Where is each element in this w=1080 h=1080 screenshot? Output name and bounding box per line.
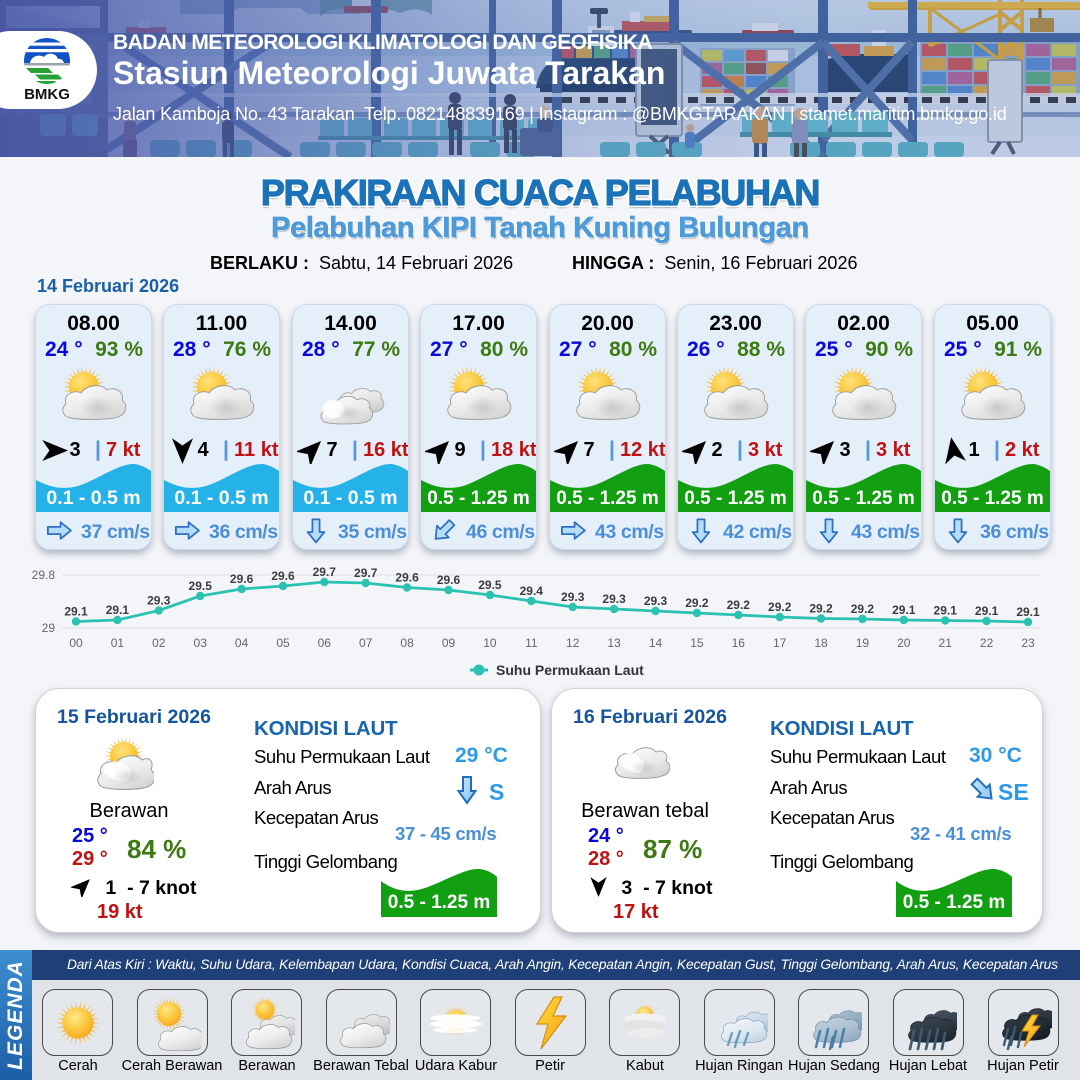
svg-text:0.5 - 1.25 m: 0.5 - 1.25 m bbox=[427, 488, 529, 509]
svg-text:29.2: 29.2 bbox=[768, 600, 792, 614]
svg-text:0.5 - 1.25 m: 0.5 - 1.25 m bbox=[684, 488, 786, 509]
svg-text:05: 05 bbox=[276, 636, 290, 650]
svg-text:15: 15 bbox=[690, 636, 704, 650]
svg-text:03: 03 bbox=[194, 636, 208, 650]
svg-text:14: 14 bbox=[649, 636, 663, 650]
svg-text:29.4: 29.4 bbox=[520, 584, 544, 598]
svg-text:11: 11 bbox=[525, 636, 538, 650]
svg-text:08: 08 bbox=[400, 636, 414, 650]
svg-text:29.3: 29.3 bbox=[602, 592, 626, 606]
svg-text:29: 29 bbox=[42, 621, 56, 635]
svg-text:19: 19 bbox=[856, 636, 870, 650]
svg-text:29.1: 29.1 bbox=[1016, 605, 1040, 619]
svg-text:16: 16 bbox=[732, 636, 746, 650]
svg-text:21: 21 bbox=[939, 636, 953, 650]
svg-text:29.2: 29.2 bbox=[809, 602, 833, 616]
svg-text:29.7: 29.7 bbox=[313, 565, 337, 579]
svg-text:29.3: 29.3 bbox=[147, 594, 171, 608]
svg-text:02: 02 bbox=[152, 636, 166, 650]
svg-text:29.2: 29.2 bbox=[727, 598, 751, 612]
svg-text:29.7: 29.7 bbox=[354, 566, 378, 580]
svg-text:0.5 - 1.25 m: 0.5 - 1.25 m bbox=[388, 892, 490, 913]
svg-text:29.5: 29.5 bbox=[189, 579, 213, 593]
svg-text:29.3: 29.3 bbox=[644, 594, 668, 608]
svg-text:29.3: 29.3 bbox=[561, 590, 585, 604]
svg-text:09: 09 bbox=[442, 636, 456, 650]
svg-text:BMKG: BMKG bbox=[24, 86, 70, 103]
svg-text:29.6: 29.6 bbox=[230, 572, 254, 586]
svg-text:0.5 - 1.25 m: 0.5 - 1.25 m bbox=[903, 892, 1005, 913]
svg-text:0.1 - 0.5 m: 0.1 - 0.5 m bbox=[46, 487, 140, 509]
svg-text:0.5 - 1.25 m: 0.5 - 1.25 m bbox=[556, 488, 658, 509]
svg-text:29.1: 29.1 bbox=[892, 603, 916, 617]
svg-text:29.1: 29.1 bbox=[106, 603, 130, 617]
svg-text:0.1 - 0.5 m: 0.1 - 0.5 m bbox=[303, 487, 397, 509]
svg-text:Suhu Permukaan Laut: Suhu Permukaan Laut bbox=[496, 662, 644, 678]
svg-text:17: 17 bbox=[773, 636, 787, 650]
svg-text:12: 12 bbox=[566, 636, 580, 650]
svg-text:23: 23 bbox=[1021, 636, 1035, 650]
svg-text:29.6: 29.6 bbox=[271, 569, 295, 583]
svg-text:29.6: 29.6 bbox=[395, 571, 419, 585]
svg-text:29.1: 29.1 bbox=[64, 605, 88, 619]
svg-text:01: 01 bbox=[111, 636, 125, 650]
svg-text:29.2: 29.2 bbox=[851, 602, 875, 616]
svg-text:0.5 - 1.25 m: 0.5 - 1.25 m bbox=[812, 488, 914, 509]
svg-text:0.1 - 0.5 m: 0.1 - 0.5 m bbox=[174, 487, 268, 509]
svg-text:00: 00 bbox=[69, 636, 83, 650]
svg-text:18: 18 bbox=[814, 636, 828, 650]
svg-text:0.5 - 1.25 m: 0.5 - 1.25 m bbox=[941, 488, 1043, 509]
svg-text:20: 20 bbox=[897, 636, 911, 650]
svg-text:29.1: 29.1 bbox=[975, 604, 999, 618]
svg-text:06: 06 bbox=[318, 636, 332, 650]
svg-text:29.2: 29.2 bbox=[685, 596, 709, 610]
svg-text:07: 07 bbox=[359, 636, 373, 650]
svg-text:29.8: 29.8 bbox=[32, 568, 56, 582]
svg-text:29.1: 29.1 bbox=[934, 604, 958, 618]
svg-text:22: 22 bbox=[980, 636, 994, 650]
svg-text:04: 04 bbox=[235, 636, 249, 650]
svg-text:29.6: 29.6 bbox=[437, 573, 461, 587]
svg-text:29.5: 29.5 bbox=[478, 578, 502, 592]
svg-text:13: 13 bbox=[607, 636, 621, 650]
svg-text:10: 10 bbox=[483, 636, 497, 650]
